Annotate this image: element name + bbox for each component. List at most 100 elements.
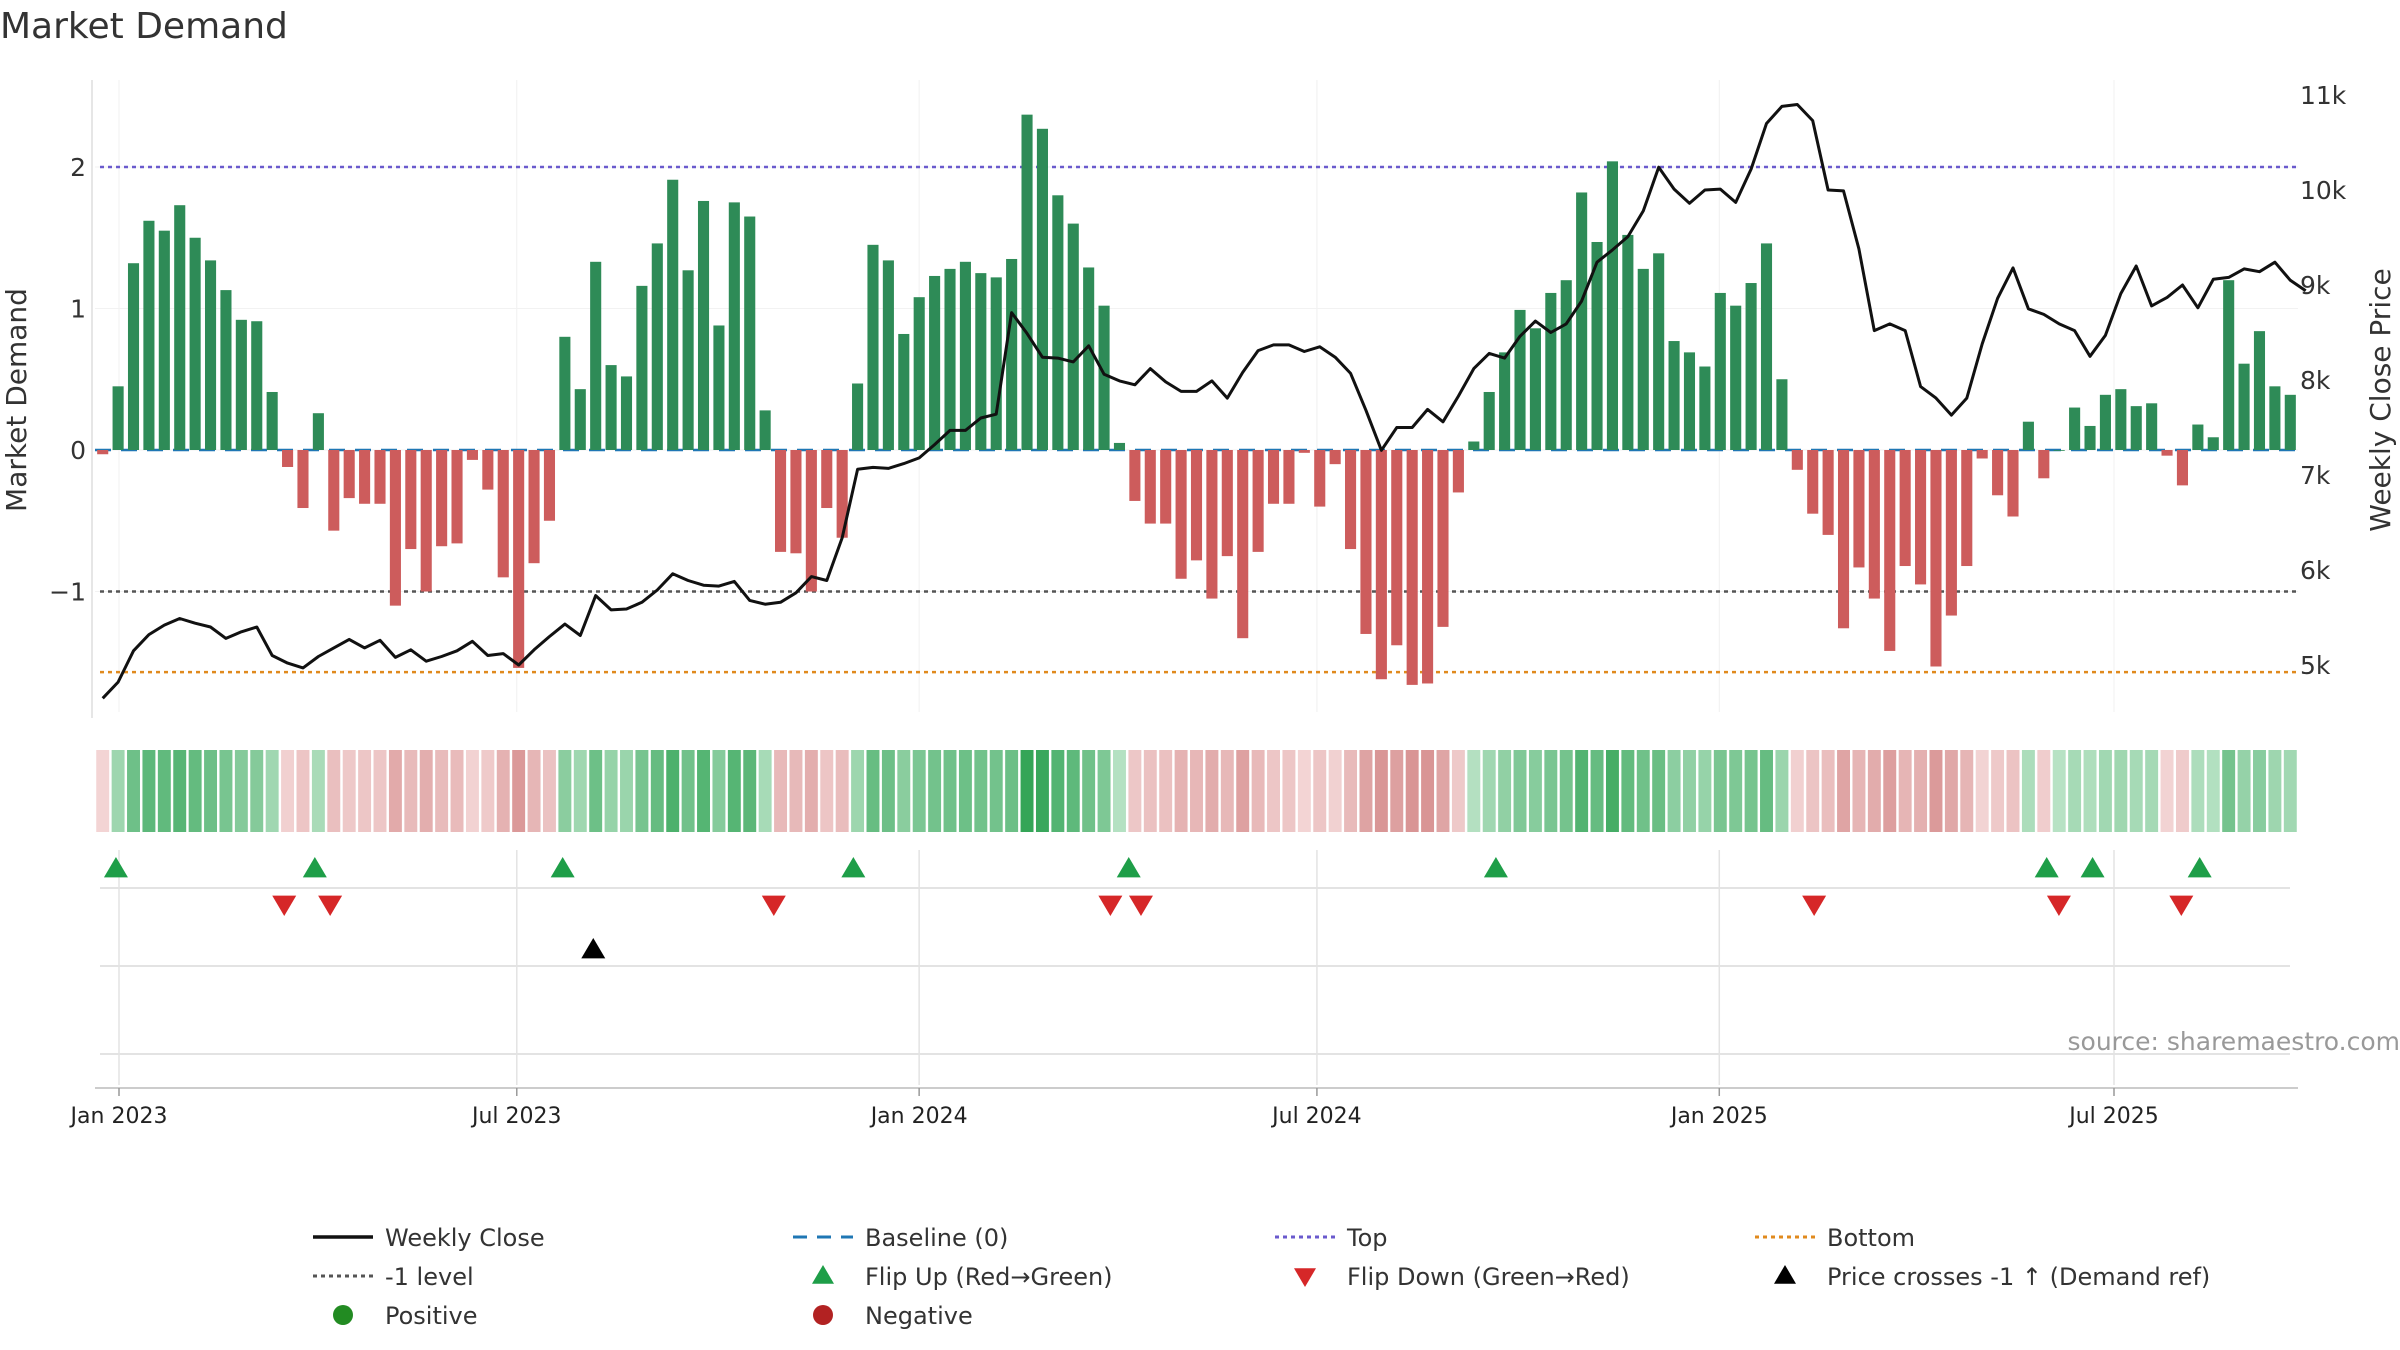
heat-cell [1005,750,1019,832]
chart-title: Market Demand [0,6,288,47]
demand-bar [1807,450,1819,514]
heat-cell [2175,750,2189,832]
heat-cell [327,750,341,832]
demand-bar [713,325,725,450]
heat-cell [1020,750,1034,832]
demand-bar [2130,406,2142,450]
heat-cell [373,750,387,832]
heat-cell [1374,750,1388,832]
heat-cell [96,750,110,832]
demand-bar [1884,450,1896,651]
demand-bar [836,450,848,538]
demand-bar [420,450,432,592]
demand-bar [328,450,340,531]
flip-up-marker [841,857,866,878]
demand-bar [2099,394,2111,450]
demand-bar [174,205,186,450]
demand-bar [898,333,910,450]
right-tick-label: 10k [2300,176,2347,205]
legend-label-5: Flip Up (Red→Green) [865,1263,1113,1291]
heat-cell [2191,750,2205,832]
demand-bar [1345,450,1357,550]
heat-cell [1652,750,1666,832]
heat-cell [1559,750,1573,832]
heat-cell [2253,750,2266,832]
heat-cell [1159,750,1173,832]
legend-swatch-6 [1294,1268,1316,1287]
demand-bar [2253,331,2266,450]
heat-cell [1451,750,1465,832]
demand-bar [235,319,247,450]
legend-label-1: Baseline (0) [865,1224,1008,1252]
demand-bar [543,450,556,521]
demand-bar [775,450,787,552]
heat-cell [542,750,556,832]
flip-down-marker [2169,895,2194,916]
heat-cell [1482,750,1496,832]
demand-bar [1653,253,1665,450]
demand-bar [1175,450,1187,579]
flip-up-marker [1116,857,1141,878]
heat-cell [142,750,156,832]
heat-cell [127,750,140,832]
heat-cell [2021,750,2035,832]
x-tick-label: Jan 2025 [1669,1104,1768,1129]
demand-bar [513,450,525,668]
right-tick-label: 6k [2300,556,2331,585]
flip-up-marker [550,857,575,878]
demand-bar [1961,450,1973,567]
legend-label-0: Weekly Close [385,1224,545,1252]
x-tick-label: Jan 2023 [69,1104,168,1129]
demand-bar [189,237,201,450]
heat-cell [1128,750,1142,832]
heat-cell [2037,750,2051,832]
heat-cell [1790,750,1804,832]
heat-cell [1390,750,1404,832]
heat-cell [2206,750,2220,832]
legend-label-3: Bottom [1827,1224,1915,1252]
demand-bar [1853,450,1865,568]
demand-bar [1252,450,1264,552]
demand-bar [466,450,478,460]
demand-bar [1006,258,1018,450]
heat-cell [2098,750,2112,832]
flip-up-marker [1483,857,1508,878]
demand-bar [1822,450,1834,535]
demand-bar [821,450,833,509]
source-credit: source: sharemaestro.com [2068,1027,2400,1056]
heat-cell [1605,750,1619,832]
heat-cell [1806,750,1820,832]
demand-bar [1283,450,1295,504]
demand-bar [1529,328,1541,450]
demand-bar [667,179,679,451]
legend-label-6: Flip Down (Green→Red) [1347,1263,1630,1291]
heat-cell [1328,750,1342,832]
heat-cell [1498,750,1512,832]
left-tick-label: 1 [70,295,86,324]
heat-cell [1667,750,1681,832]
heat-cell [496,750,510,832]
heat-cell [928,750,942,832]
demand-bar [374,450,386,504]
heat-cell [681,750,695,832]
heat-cell [2129,750,2143,832]
demand-bar [1483,391,1495,450]
heat-cell [866,750,880,832]
heat-cell [1035,750,1049,832]
legend-label-8: Positive [385,1302,478,1330]
demand-bar [636,285,648,450]
demand-bar [2176,450,2189,486]
demand-bar [1668,341,1680,450]
demand-bar [405,450,417,550]
demand-bar [1637,268,1649,450]
right-axis-title: Weekly Close Price [2364,268,2397,531]
heat-cell [1914,750,1928,832]
heat-cell [774,750,788,832]
demand-bar [1375,450,1387,680]
demand-bar [1160,450,1172,524]
heat-cell [789,750,803,832]
demand-bar [1452,450,1464,493]
demand-bar [1468,441,1480,450]
demand-bar [1437,450,1449,627]
demand-bar [559,336,571,450]
